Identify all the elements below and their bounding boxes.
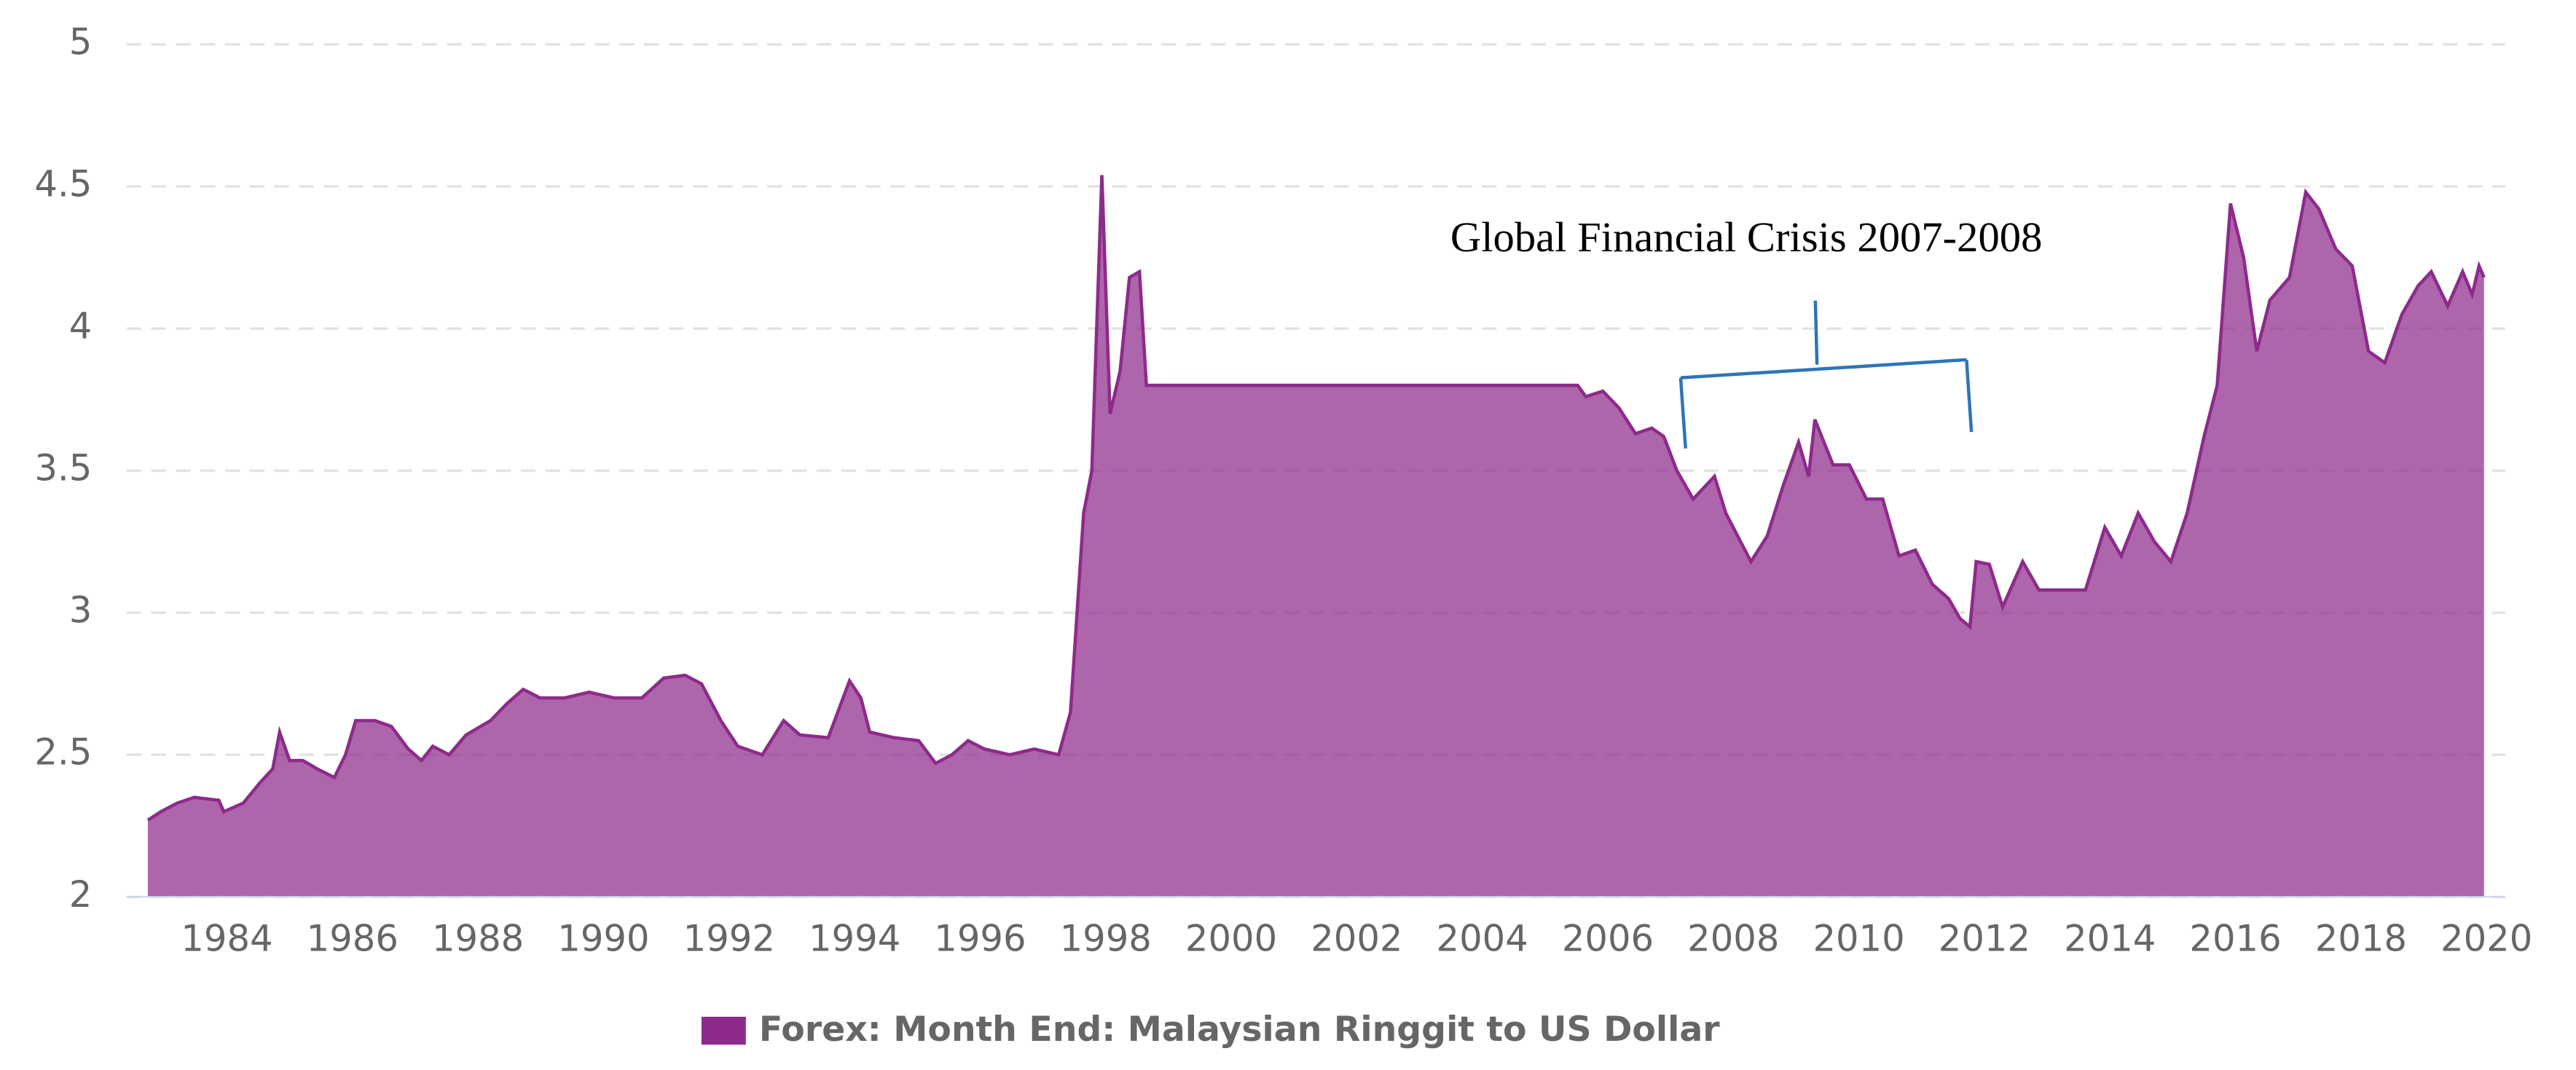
area-line [146, 175, 2486, 822]
y-tick-label: 4.5 [34, 162, 92, 205]
x-tick-label: 1988 [432, 918, 524, 960]
y-tick-label: 2 [69, 873, 93, 916]
plot: 2 2.5 3 3.5 4 4.5 5 1984 1986 1988 1990 1992 1994 199… [34, 20, 2532, 1050]
y-tick-label: 3.5 [34, 447, 92, 489]
bracket-bar [1680, 358, 1967, 379]
x-tick-label: 2008 [1687, 918, 1779, 960]
y-tick-label: 3 [69, 589, 93, 632]
y-tick-label: 4 [69, 305, 93, 347]
annotation-bracket [1678, 300, 1974, 449]
x-tick-label: 2014 [2064, 918, 2156, 960]
annotation: Global Financial Crisis 2007-2008 [1450, 213, 2043, 261]
x-tick-label: 2016 [2189, 918, 2281, 960]
y-tick-label: 2.5 [34, 731, 92, 774]
x-tick-label: 1994 [809, 918, 900, 960]
x-tick-label: 2018 [2315, 918, 2407, 960]
legend-swatch [701, 1016, 746, 1045]
x-tick-label: 1992 [683, 918, 775, 960]
x-tick-label: 2004 [1437, 918, 1528, 960]
bracket-right [1965, 359, 1974, 433]
x-tick-label: 2010 [1813, 918, 1904, 960]
x-tick-label: 1986 [307, 918, 398, 960]
x-tick-label: 2012 [1939, 918, 2030, 960]
bracket-stem [1813, 300, 1819, 365]
x-tick-label: 2000 [1185, 918, 1277, 960]
x-tick-label: 2020 [2440, 918, 2532, 960]
x-tick-label: 1984 [181, 918, 272, 960]
x-tick-label: 1996 [934, 918, 1026, 960]
legend-label: Forex: Month End: Malaysian Ringgit to U… [759, 1010, 1720, 1050]
bracket-left [1678, 377, 1687, 449]
y-tick-label: 5 [69, 20, 93, 63]
x-tick-label: 1990 [557, 918, 649, 960]
x-tick-label: 2006 [1562, 918, 1654, 960]
x-tick-label: 1998 [1060, 918, 1152, 960]
area [147, 175, 2484, 897]
x-tick-label: 2002 [1311, 918, 1402, 960]
